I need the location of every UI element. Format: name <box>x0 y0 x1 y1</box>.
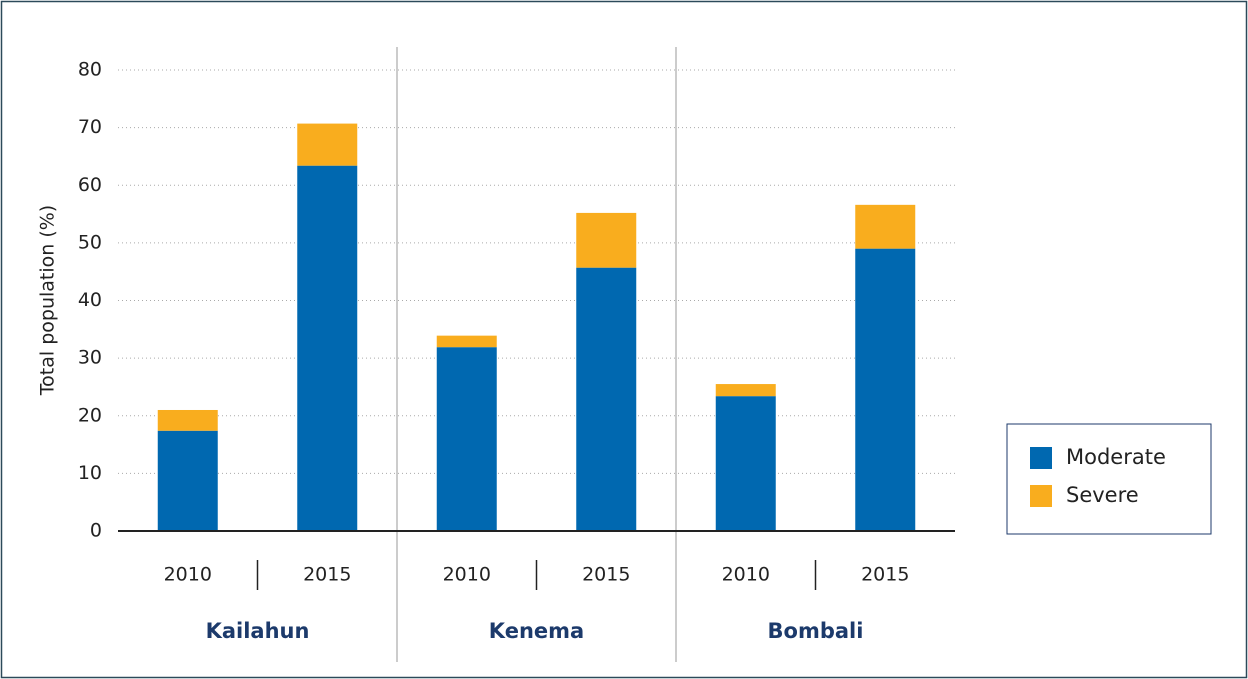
x-tick-label: 2010 <box>443 564 491 586</box>
bar-segment <box>715 396 776 531</box>
group-label: Kailahun <box>206 619 310 643</box>
y-tick-label: 0 <box>90 520 102 542</box>
y-tick-label: 20 <box>78 404 102 426</box>
legend-label: Severe <box>1066 483 1139 507</box>
x-tick-label: 2010 <box>722 564 770 586</box>
x-tick-label: 2015 <box>861 564 909 586</box>
y-tick-label: 60 <box>78 174 102 196</box>
y-tick-label: 50 <box>78 231 102 253</box>
y-tick-label: 30 <box>78 347 102 369</box>
y-tick-label: 10 <box>78 462 102 484</box>
y-tick-label: 40 <box>78 289 102 311</box>
group-label: Bombali <box>768 619 864 643</box>
bar-segment <box>715 384 776 397</box>
bar-segment <box>436 335 497 348</box>
bar-segment <box>297 165 358 531</box>
bar-segment <box>297 123 358 166</box>
x-tick-label: 2010 <box>164 564 212 586</box>
bar-segment <box>157 409 218 431</box>
x-tick-label: 2015 <box>582 564 630 586</box>
y-tick-label: 70 <box>78 116 102 138</box>
bar-segment <box>576 267 637 531</box>
group-label: Kenema <box>489 619 584 643</box>
bar-segment <box>157 430 218 531</box>
bar-segment <box>436 347 497 531</box>
legend-swatch <box>1030 447 1052 469</box>
legend-label: Moderate <box>1066 445 1166 469</box>
x-tick-label: 2015 <box>303 564 351 586</box>
y-tick-label: 80 <box>78 59 102 81</box>
bar-segment <box>855 248 916 531</box>
bar-segment <box>576 212 637 268</box>
legend-swatch <box>1030 485 1052 507</box>
bar-segment <box>855 204 916 249</box>
legend-box <box>1006 423 1212 535</box>
y-axis-title: Total population (%) <box>37 205 59 396</box>
